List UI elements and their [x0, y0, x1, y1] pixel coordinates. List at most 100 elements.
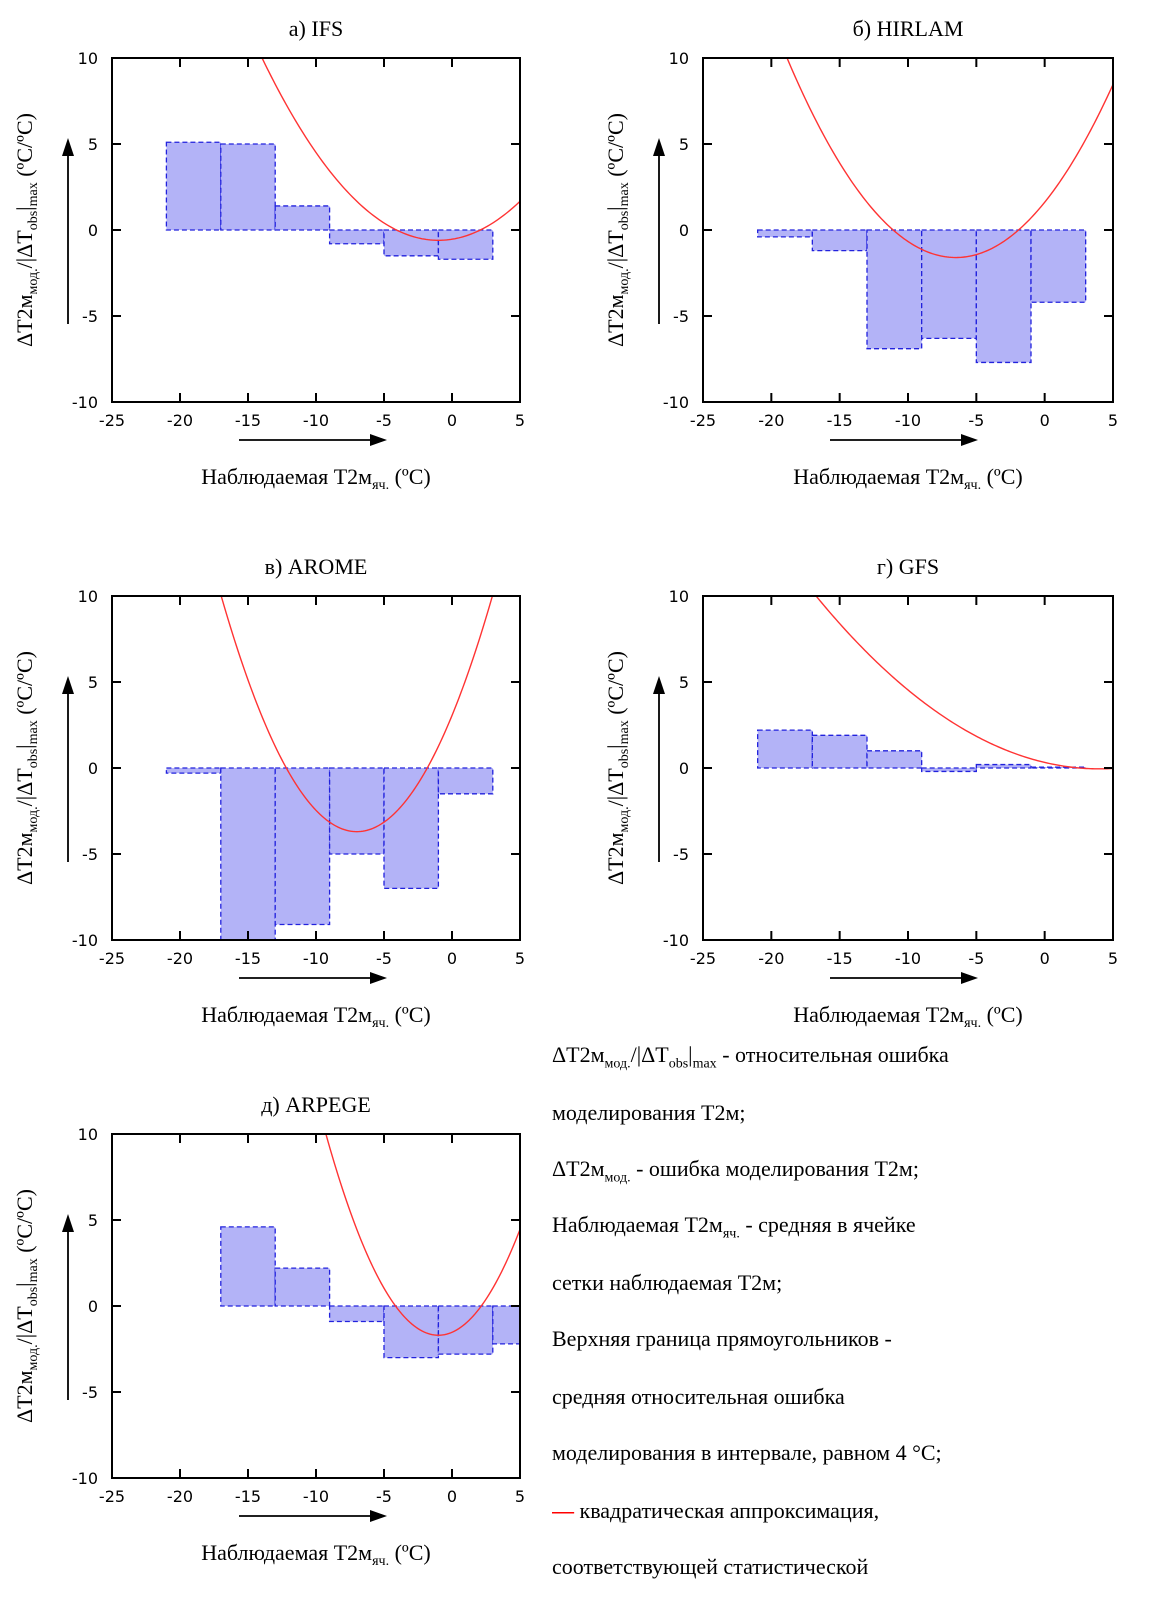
x-tick-label: 5	[1108, 411, 1118, 430]
legend-line-5: сетки наблюдаемая T2м;	[552, 1270, 783, 1295]
x-tick-label: -10	[303, 949, 329, 968]
x-tick-label: -10	[303, 411, 329, 430]
histogram-bar	[383, 229, 440, 257]
y-tick-label: 0	[88, 221, 98, 240]
legend-line-1: ΔT2ммод./|ΔTobs|max - относительная ошиб…	[552, 1042, 949, 1072]
x-tick-label: -15	[235, 411, 261, 430]
x-arrow-head	[961, 972, 978, 984]
y-tick-label: 5	[679, 135, 689, 154]
x-tick-label: 0	[1040, 949, 1050, 968]
x-tick-label: -25	[99, 949, 125, 968]
x-tick-label: -15	[235, 1487, 261, 1506]
y-tick-label: 10	[669, 49, 689, 68]
x-tick-label: -10	[303, 1487, 329, 1506]
y-axis-label: ΔT2ммод./|ΔTobs|max (ºC/ºC)	[12, 651, 41, 885]
x-tick-label: 0	[447, 1487, 457, 1506]
x-arrow-head	[370, 1510, 387, 1522]
chart-panel-2: б) HIRLAM -25 -20 -15 -10 -5 0 5 -10 -5 0 5 10 Наблюд…	[603, 16, 1118, 493]
histogram-bar	[328, 1305, 385, 1323]
x-tick-label: -15	[827, 949, 853, 968]
y-axis-label: ΔT2ммод./|ΔTobs|max (ºC/ºC)	[603, 113, 632, 347]
x-axis-label: Наблюдаемая T2мяч. (ºC)	[201, 464, 430, 493]
x-tick-label: -25	[690, 949, 716, 968]
y-tick-label: 0	[679, 759, 689, 778]
chart-title: б) HIRLAM	[853, 16, 964, 41]
x-tick-label: -25	[99, 411, 125, 430]
quadratic-fit-line	[325, 1134, 520, 1336]
x-arrow-head	[370, 434, 387, 446]
y-tick-label: -10	[72, 1469, 98, 1488]
y-axis-label: ΔT2ммод./|ΔTobs|max (ºC/ºC)	[603, 651, 632, 885]
chart-panel-3: в) AROME -25 -20 -15 -10 -5 0 5 -10 -5 0 5 10 Наблюда…	[12, 554, 525, 1031]
x-tick-label: 5	[515, 1487, 525, 1506]
histogram-bar	[921, 229, 977, 340]
y-tick-label: 10	[669, 587, 689, 606]
x-tick-label: 5	[515, 411, 525, 430]
chart-title: в) AROME	[265, 554, 368, 579]
histogram-bar	[757, 229, 813, 238]
histogram-bar	[328, 229, 385, 245]
x-axis-label: Наблюдаемая T2мяч. (ºC)	[793, 1002, 1022, 1031]
y-tick-label: -5	[673, 307, 689, 326]
x-tick-label: -25	[99, 1487, 125, 1506]
y-tick-label: 10	[78, 49, 98, 68]
y-arrow-head	[62, 676, 74, 694]
y-tick-label: 5	[88, 1211, 98, 1230]
histogram-bar	[866, 750, 923, 769]
histogram-bar	[811, 229, 868, 252]
fit-line-legend-mark: —	[552, 1498, 574, 1523]
x-tick-label: -20	[758, 411, 784, 430]
legend-line-6: Верхняя граница прямоугольников -	[552, 1326, 892, 1351]
x-tick-label: -10	[895, 949, 921, 968]
x-tick-label: -5	[968, 411, 984, 430]
x-tick-label: -5	[376, 949, 392, 968]
chart-title: д) ARPEGE	[261, 1092, 371, 1117]
x-tick-label: -20	[167, 1487, 193, 1506]
histogram-bar	[437, 1305, 494, 1355]
histogram-bar	[975, 229, 1032, 364]
y-tick-label: -10	[663, 393, 689, 412]
chart-title: г) GFS	[877, 554, 939, 579]
x-tick-label: -5	[376, 1487, 392, 1506]
chart-panel-4: г) GFS -25 -20 -15 -10 -5 0 5 -10 -5 0 5 10 Наблюдаем…	[603, 554, 1118, 1031]
y-arrow-head	[653, 138, 665, 156]
y-tick-label: -10	[663, 931, 689, 950]
histogram-bar	[274, 767, 331, 926]
x-tick-label: 5	[515, 949, 525, 968]
quadratic-fit-line	[220, 596, 494, 833]
x-arrow-head	[370, 972, 387, 984]
x-axis-label: Наблюдаемая T2мяч. (ºC)	[793, 464, 1022, 493]
x-tick-label: 5	[1108, 949, 1118, 968]
chart-panel-5: д) ARPEGE -25 -20 -15 -10 -5 0 5 -10 -5 0 5 10 Наблюд…	[12, 1092, 525, 1569]
legend-line-9: — квадратическая аппроксимация,	[552, 1498, 880, 1523]
histogram-bar	[383, 767, 440, 890]
legend-line-3: ΔT2ммод. - ошибка моделирования T2м;	[552, 1156, 919, 1186]
y-tick-label: -10	[72, 931, 98, 950]
y-tick-label: -5	[82, 845, 98, 864]
x-tick-label: -20	[758, 949, 784, 968]
histogram-bar	[437, 767, 494, 795]
x-tick-label: -5	[968, 949, 984, 968]
x-tick-label: -15	[827, 411, 853, 430]
x-tick-label: 0	[447, 411, 457, 430]
histogram-bar	[1030, 229, 1087, 303]
chart-title: а) IFS	[289, 16, 343, 41]
histogram-bar	[492, 1305, 520, 1345]
y-tick-label: 10	[78, 1125, 98, 1144]
histogram-bar	[220, 1226, 276, 1307]
y-tick-label: -10	[72, 393, 98, 412]
y-tick-label: 5	[679, 673, 689, 692]
x-tick-label: -20	[167, 949, 193, 968]
histogram-bar	[811, 734, 868, 769]
histogram-bar	[328, 767, 385, 855]
chart-panel-1: а) IFS -25 -20 -15 -10 -5 0 5 -10 -5 0 5 10 Наблюдаем…	[12, 16, 525, 493]
y-tick-label: 5	[88, 673, 98, 692]
histogram-bar	[165, 767, 222, 774]
y-tick-label: 0	[88, 1297, 98, 1316]
legend-line-4: Наблюдаемая T2мяч. - средняя в ячейке	[552, 1212, 916, 1242]
y-tick-label: 10	[78, 587, 98, 606]
quadratic-fit-line	[786, 58, 1113, 259]
histogram-bar	[274, 1267, 331, 1307]
histogram-bar	[437, 229, 494, 260]
y-arrow-head	[653, 676, 665, 694]
